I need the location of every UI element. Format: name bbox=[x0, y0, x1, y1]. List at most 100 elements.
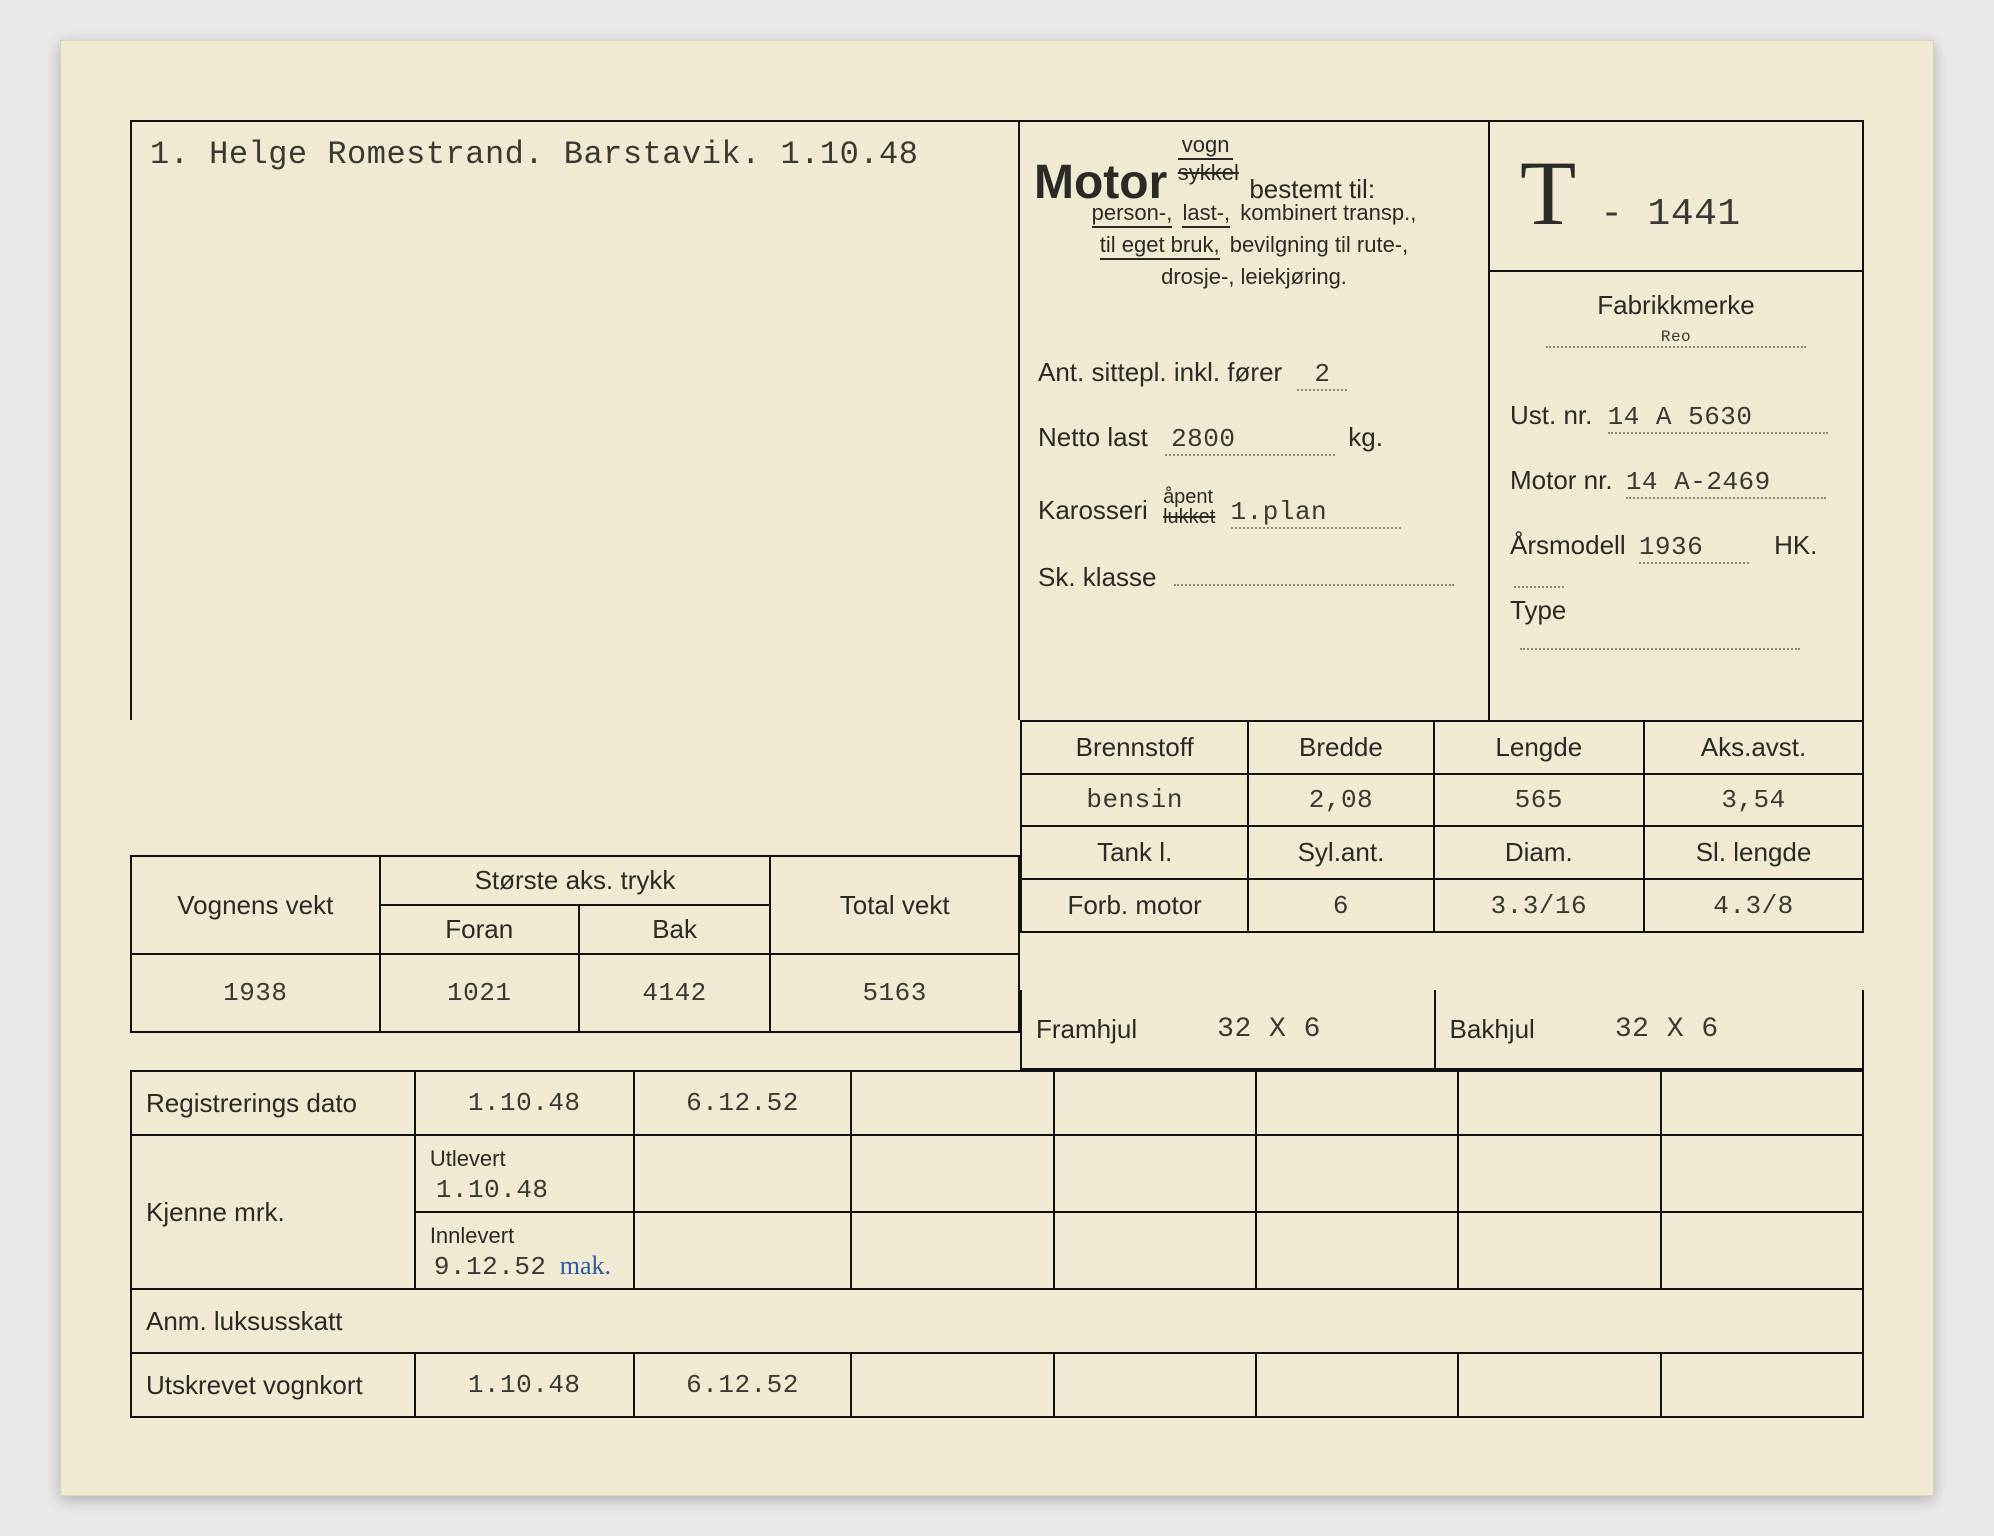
spec-h-sllengde: Sl. lengde bbox=[1644, 826, 1863, 879]
log-innlevert-c6 bbox=[1458, 1212, 1660, 1289]
weights-table: Vognens vekt Største aks. trykk Total ve… bbox=[130, 855, 1020, 1033]
log-kj-label: Kjenne mrk. bbox=[131, 1135, 415, 1289]
plate-number: 1441 bbox=[1648, 193, 1741, 236]
log-utlevert-value: 1.10.48 bbox=[436, 1175, 549, 1205]
log-innlevert-c3 bbox=[851, 1212, 1053, 1289]
spec-h-aksavst: Aks.avst. bbox=[1644, 721, 1863, 774]
motornr-value: 14 A-2469 bbox=[1626, 467, 1826, 499]
motor-kombinert: kombinert transp., bbox=[1240, 200, 1416, 225]
log-utlevert-c2 bbox=[634, 1135, 852, 1212]
netto-value: 2800 bbox=[1165, 424, 1335, 456]
log-utlevert-c3 bbox=[851, 1135, 1053, 1212]
log-reg-label: Registrerings dato bbox=[131, 1071, 415, 1135]
log-row-utlevert: Kjenne mrk. Utlevert 1.10.48 bbox=[131, 1135, 1863, 1212]
wt-h-bak: Bak bbox=[579, 905, 770, 954]
log-vognkort-label: Utskrevet vognkort bbox=[131, 1353, 415, 1417]
spec-grid: Brennstoff Bredde Lengde Aks.avst. bensi… bbox=[1020, 720, 1864, 933]
spec-v-lengde: 565 bbox=[1434, 774, 1645, 826]
log-innlevert-hand: mak. bbox=[560, 1251, 611, 1280]
wheel-row: Framhjul 32 X 6 Bakhjul 32 X 6 bbox=[1020, 990, 1864, 1070]
spec-v-brennstoff: bensin bbox=[1021, 774, 1248, 826]
arsmodell-value: 1936 bbox=[1639, 532, 1749, 564]
log-vognkort-c3 bbox=[851, 1353, 1053, 1417]
type-label: Type bbox=[1510, 595, 1566, 625]
owner-area: 1. Helge Romestrand. Barstavik. 1.10.48 bbox=[130, 120, 1020, 720]
log-vognkort-2: 6.12.52 bbox=[634, 1353, 852, 1417]
ust-value: 14 A 5630 bbox=[1608, 402, 1828, 434]
log-vognkort-c4 bbox=[1054, 1353, 1256, 1417]
framhjul-label: Framhjul bbox=[1036, 1014, 1137, 1045]
log-innlevert-c5 bbox=[1256, 1212, 1458, 1289]
fabrikk-label: Fabrikkmerke bbox=[1490, 290, 1862, 321]
log-reg-3 bbox=[851, 1071, 1053, 1135]
log-utlevert-c7 bbox=[1661, 1135, 1863, 1212]
log-innlevert-c4 bbox=[1054, 1212, 1256, 1289]
owner-line: 1. Helge Romestrand. Barstavik. 1.10.48 bbox=[150, 136, 918, 173]
spec-v-bredde: 2,08 bbox=[1248, 774, 1433, 826]
spec-h-tank: Tank l. bbox=[1021, 826, 1248, 879]
plate-dash: - bbox=[1600, 193, 1623, 236]
fabrikk-value: Reo bbox=[1546, 328, 1806, 348]
log-reg-5 bbox=[1256, 1071, 1458, 1135]
motor-person: person-, bbox=[1092, 200, 1173, 228]
skklasse-value bbox=[1174, 584, 1454, 586]
seats-value: 2 bbox=[1297, 359, 1347, 391]
log-innlevert-c7 bbox=[1661, 1212, 1863, 1289]
spec-v-aksavst: 3,54 bbox=[1644, 774, 1863, 826]
log-innlevert-value: 9.12.52 bbox=[434, 1252, 547, 1282]
motor-last: last-, bbox=[1182, 200, 1230, 228]
hk-label: HK. bbox=[1774, 530, 1817, 560]
log-vognkort-c7 bbox=[1661, 1353, 1863, 1417]
bakhjul-label: Bakhjul bbox=[1450, 1014, 1535, 1045]
log-reg-4 bbox=[1054, 1071, 1256, 1135]
log-vognkort-c5 bbox=[1256, 1353, 1458, 1417]
wt-v3: 4142 bbox=[579, 954, 770, 1032]
log-utlevert-c5 bbox=[1256, 1135, 1458, 1212]
motor-eget-bruk: til eget bruk, bbox=[1100, 232, 1220, 260]
log-utlevert-label: Utlevert bbox=[430, 1146, 506, 1171]
skklasse-label: Sk. klasse bbox=[1038, 562, 1157, 592]
spec-h-lengde: Lengde bbox=[1434, 721, 1645, 774]
plate-box: T - 1441 bbox=[1490, 120, 1864, 270]
spec-v-diam: 3.3/16 bbox=[1434, 879, 1645, 932]
type-value bbox=[1520, 648, 1800, 650]
log-row-vognkort: Utskrevet vognkort 1.10.48 6.12.52 bbox=[131, 1353, 1863, 1417]
motor-bevilgning: bevilgning til rute-, bbox=[1230, 232, 1409, 257]
paper-sheet: 1. Helge Romestrand. Barstavik. 1.10.48 … bbox=[60, 40, 1934, 1496]
netto-label: Netto last bbox=[1038, 422, 1148, 452]
log-row-reg: Registrerings dato 1.10.48 6.12.52 bbox=[131, 1071, 1863, 1135]
motor-vogn: vogn bbox=[1178, 132, 1234, 160]
log-vognkort-c6 bbox=[1458, 1353, 1660, 1417]
framhjul-value: 32 X 6 bbox=[1217, 1014, 1321, 1045]
ust-label: Ust. nr. bbox=[1510, 400, 1592, 430]
log-innlevert-c2 bbox=[634, 1212, 852, 1289]
arsmodell-label: Årsmodell bbox=[1510, 530, 1626, 560]
hk-value bbox=[1514, 586, 1564, 588]
wt-v4: 5163 bbox=[770, 954, 1019, 1032]
weights-grid: Vognens vekt Største aks. trykk Total ve… bbox=[130, 855, 1020, 1033]
motor-drosje: drosje-, leiekjøring. bbox=[1020, 264, 1488, 290]
spec-v-sylant: 6 bbox=[1248, 879, 1433, 932]
karosseri-lukket: lukket bbox=[1163, 506, 1215, 528]
karosseri-value: 1.plan bbox=[1231, 497, 1401, 529]
log-reg-2: 6.12.52 bbox=[634, 1071, 852, 1135]
wt-h-storste: Største aks. trykk bbox=[380, 856, 771, 905]
log-utlevert-c6 bbox=[1458, 1135, 1660, 1212]
spec-h-diam: Diam. bbox=[1434, 826, 1645, 879]
log-reg-1: 1.10.48 bbox=[415, 1071, 634, 1135]
motor-usage-box: Motor vogn sykkel bestemt til: person-, … bbox=[1020, 120, 1490, 720]
spec-v-forbmotor: Forb. motor bbox=[1021, 879, 1248, 932]
wt-h-vognens: Vognens vekt bbox=[131, 856, 380, 954]
log-utlevert-c4 bbox=[1054, 1135, 1256, 1212]
netto-unit: kg. bbox=[1348, 422, 1383, 452]
log-row-luksus: Anm. luksusskatt bbox=[131, 1289, 1863, 1353]
log-table-wrap: Registrerings dato 1.10.48 6.12.52 Kjenn… bbox=[130, 1070, 1864, 1418]
plate-letter: T bbox=[1520, 140, 1576, 246]
bakhjul-value: 32 X 6 bbox=[1615, 1014, 1719, 1045]
spec-h-bredde: Bredde bbox=[1248, 721, 1433, 774]
spec-h-sylant: Syl.ant. bbox=[1248, 826, 1433, 879]
wt-v2: 1021 bbox=[380, 954, 579, 1032]
log-reg-7 bbox=[1661, 1071, 1863, 1135]
motornr-label: Motor nr. bbox=[1510, 465, 1613, 495]
wt-v1: 1938 bbox=[131, 954, 380, 1032]
